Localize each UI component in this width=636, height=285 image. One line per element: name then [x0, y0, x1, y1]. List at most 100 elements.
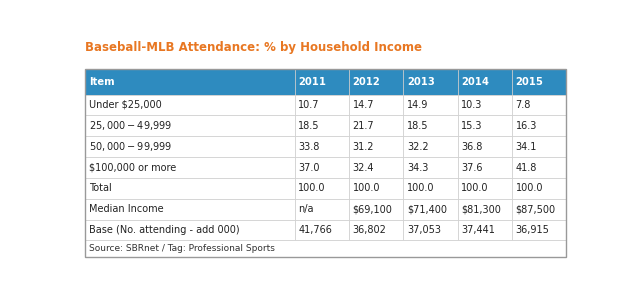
- Text: 34.1: 34.1: [516, 142, 537, 152]
- Bar: [403, 69, 458, 95]
- Bar: [403, 136, 458, 157]
- Text: 100.0: 100.0: [461, 183, 488, 193]
- Text: 32.4: 32.4: [352, 162, 374, 172]
- Text: 34.3: 34.3: [407, 162, 428, 172]
- Text: Item: Item: [89, 77, 114, 87]
- Bar: [403, 220, 458, 241]
- Text: 14.9: 14.9: [407, 100, 428, 110]
- Bar: [512, 69, 567, 95]
- Text: 2013: 2013: [407, 77, 434, 87]
- Text: $25,000-$49,999: $25,000-$49,999: [89, 119, 172, 132]
- Bar: [349, 69, 403, 95]
- Bar: [85, 157, 294, 178]
- Bar: [349, 95, 403, 115]
- Bar: [85, 241, 567, 257]
- Bar: [403, 95, 458, 115]
- Text: Source: SBRnet / Tag: Professional Sports: Source: SBRnet / Tag: Professional Sport…: [89, 244, 275, 253]
- Text: 10.7: 10.7: [298, 100, 320, 110]
- Text: 10.3: 10.3: [461, 100, 483, 110]
- Bar: [512, 220, 567, 241]
- Text: Base (No. attending - add 000): Base (No. attending - add 000): [89, 225, 240, 235]
- Text: 15.3: 15.3: [461, 121, 483, 131]
- Text: 2015: 2015: [516, 77, 543, 87]
- Text: 37,441: 37,441: [461, 225, 495, 235]
- Bar: [458, 220, 512, 241]
- Text: $100,000 or more: $100,000 or more: [89, 162, 176, 172]
- Text: $69,100: $69,100: [352, 204, 392, 214]
- Bar: [85, 69, 567, 257]
- Bar: [85, 115, 294, 136]
- Bar: [458, 178, 512, 199]
- Text: 37.0: 37.0: [298, 162, 320, 172]
- Bar: [294, 178, 349, 199]
- Text: 2011: 2011: [298, 77, 326, 87]
- Bar: [458, 136, 512, 157]
- Text: 41,766: 41,766: [298, 225, 332, 235]
- Bar: [512, 115, 567, 136]
- Text: 2012: 2012: [352, 77, 380, 87]
- Text: Baseball-MLB Attendance: % by Household Income: Baseball-MLB Attendance: % by Household …: [85, 41, 422, 54]
- Bar: [349, 157, 403, 178]
- Bar: [458, 199, 512, 220]
- Bar: [85, 136, 294, 157]
- Text: 36,915: 36,915: [516, 225, 550, 235]
- Text: $50,000-$99,999: $50,000-$99,999: [89, 140, 172, 153]
- Bar: [85, 95, 294, 115]
- Bar: [403, 115, 458, 136]
- Bar: [403, 157, 458, 178]
- Text: $71,400: $71,400: [407, 204, 447, 214]
- Text: $81,300: $81,300: [461, 204, 501, 214]
- Bar: [403, 178, 458, 199]
- Bar: [85, 178, 294, 199]
- Bar: [349, 220, 403, 241]
- Text: 18.5: 18.5: [407, 121, 429, 131]
- Bar: [458, 157, 512, 178]
- Bar: [512, 157, 567, 178]
- Text: 21.7: 21.7: [352, 121, 374, 131]
- Bar: [349, 178, 403, 199]
- Bar: [403, 199, 458, 220]
- Bar: [349, 199, 403, 220]
- Bar: [349, 115, 403, 136]
- Text: 37.6: 37.6: [461, 162, 483, 172]
- Bar: [458, 95, 512, 115]
- Text: n/a: n/a: [298, 204, 314, 214]
- Bar: [458, 115, 512, 136]
- Text: 16.3: 16.3: [516, 121, 537, 131]
- Text: Under $25,000: Under $25,000: [89, 100, 162, 110]
- Bar: [512, 136, 567, 157]
- Text: 31.2: 31.2: [352, 142, 374, 152]
- Text: 100.0: 100.0: [298, 183, 326, 193]
- Bar: [85, 220, 294, 241]
- Text: 7.8: 7.8: [516, 100, 531, 110]
- Text: Median Income: Median Income: [89, 204, 163, 214]
- Text: 36,802: 36,802: [352, 225, 386, 235]
- Bar: [85, 199, 294, 220]
- Text: 2014: 2014: [461, 77, 489, 87]
- Text: 100.0: 100.0: [516, 183, 543, 193]
- Bar: [512, 199, 567, 220]
- Bar: [294, 115, 349, 136]
- Text: 33.8: 33.8: [298, 142, 319, 152]
- Text: 18.5: 18.5: [298, 121, 320, 131]
- Bar: [294, 199, 349, 220]
- Bar: [294, 69, 349, 95]
- Text: 14.7: 14.7: [352, 100, 374, 110]
- Text: 32.2: 32.2: [407, 142, 429, 152]
- Text: $87,500: $87,500: [516, 204, 556, 214]
- Text: 37,053: 37,053: [407, 225, 441, 235]
- Bar: [294, 220, 349, 241]
- Bar: [294, 136, 349, 157]
- Text: Total: Total: [89, 183, 111, 193]
- Text: 100.0: 100.0: [407, 183, 434, 193]
- Bar: [458, 69, 512, 95]
- Bar: [512, 95, 567, 115]
- Bar: [294, 95, 349, 115]
- Text: 41.8: 41.8: [516, 162, 537, 172]
- Bar: [512, 178, 567, 199]
- Text: 36.8: 36.8: [461, 142, 483, 152]
- Bar: [85, 69, 294, 95]
- Bar: [349, 136, 403, 157]
- Text: 100.0: 100.0: [352, 183, 380, 193]
- Bar: [294, 157, 349, 178]
